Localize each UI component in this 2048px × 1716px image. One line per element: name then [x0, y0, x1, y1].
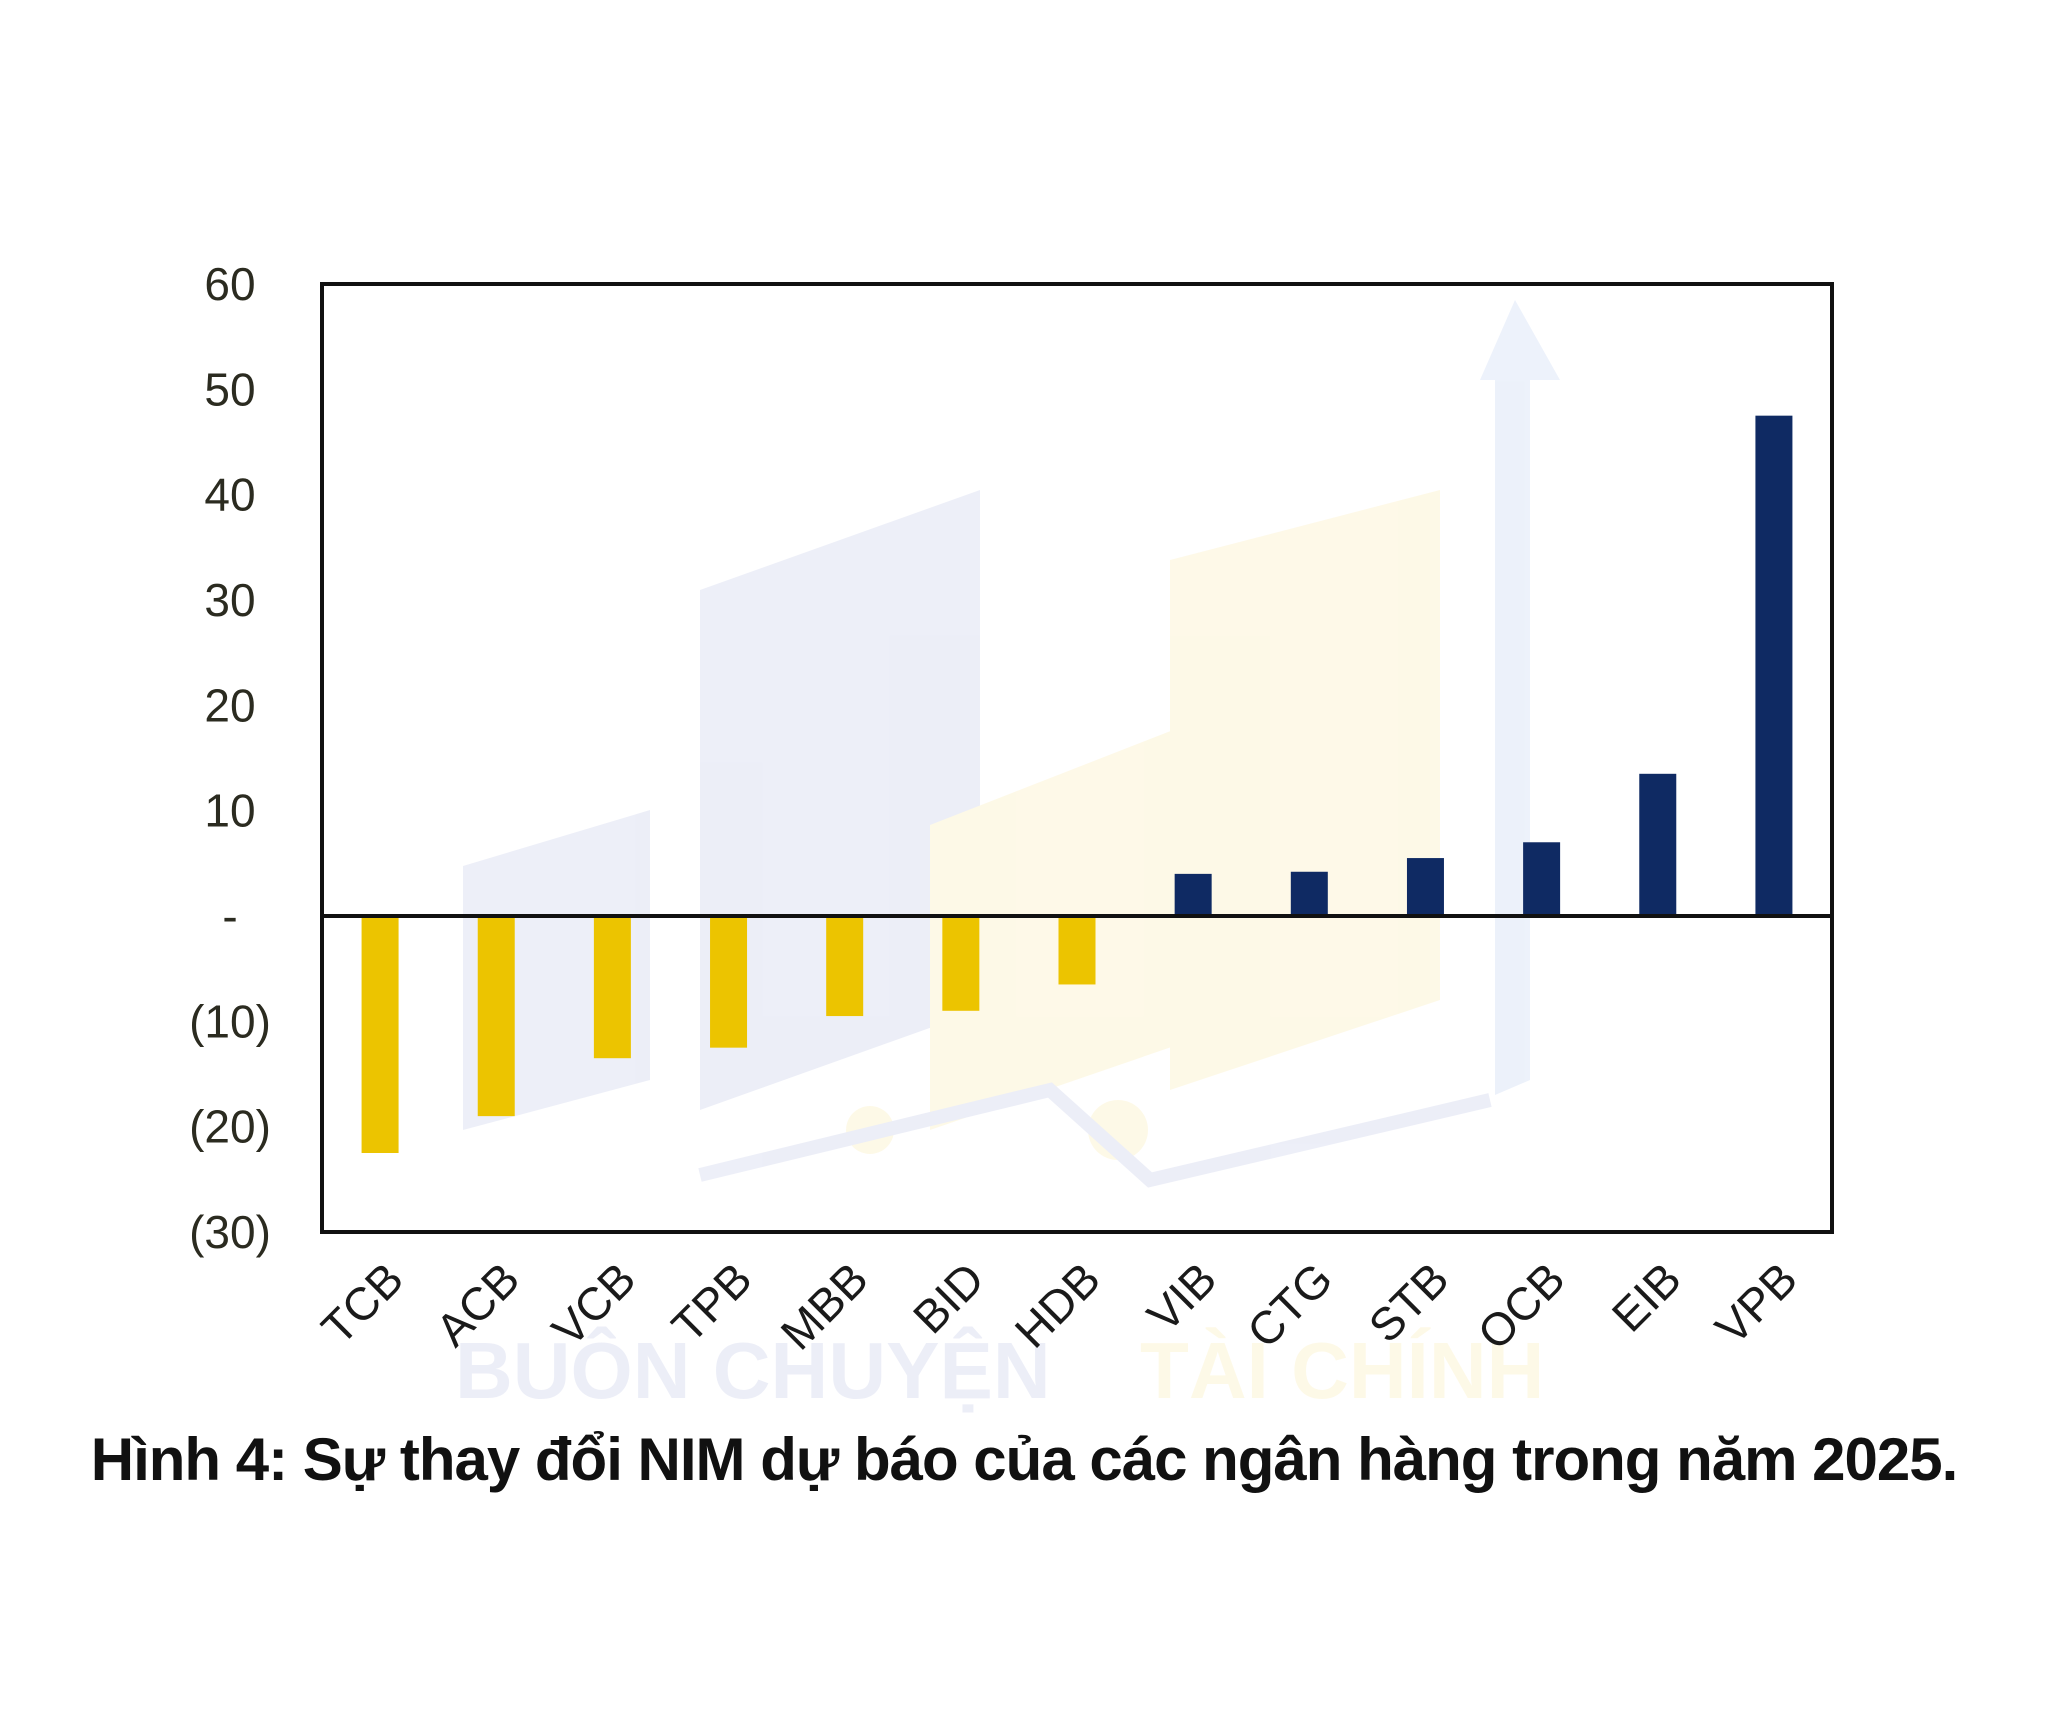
- bar-mbb: [826, 916, 864, 1017]
- y-tick-label: (20): [189, 1101, 271, 1153]
- watermark-logo: BUÔN CHUYỆN TÀI CHÍNH: [455, 300, 1560, 1415]
- x-tick-label: TCB: [311, 1252, 413, 1354]
- y-tick-label: 10: [204, 785, 255, 837]
- y-tick-label: (30): [189, 1206, 271, 1258]
- y-tick-label: (10): [189, 995, 271, 1047]
- bar-stb: [1406, 858, 1444, 916]
- watermark-text-left: BUÔN CHUYỆN: [455, 1326, 1051, 1415]
- bar-eib: [1639, 773, 1677, 916]
- bar-ctg: [1290, 871, 1328, 916]
- bar-tpb: [710, 916, 748, 1048]
- figure-caption: Hình 4: Sự thay đổi NIM dự báo của các n…: [90, 1426, 1959, 1493]
- y-tick-label: 50: [204, 363, 255, 415]
- bar-vcb: [593, 916, 631, 1059]
- bar-bid: [942, 916, 980, 1011]
- y-tick-label: 30: [204, 574, 255, 626]
- bar-vib: [1174, 873, 1212, 916]
- bars: [361, 415, 1793, 1153]
- x-tick-label: EIB: [1602, 1252, 1691, 1341]
- bar-ocb: [1523, 842, 1561, 916]
- y-tick-label: 60: [204, 258, 255, 310]
- y-tick-label: 40: [204, 469, 255, 521]
- y-tick-label: 20: [204, 679, 255, 731]
- bar-vpb: [1755, 415, 1793, 916]
- bar-acb: [477, 916, 515, 1117]
- bar-hdb: [1058, 916, 1096, 985]
- x-tick-label: VPB: [1705, 1252, 1807, 1354]
- watermark-text-right: TÀI CHÍNH: [1140, 1326, 1544, 1415]
- y-tick-label: -: [222, 890, 237, 942]
- y-axis-ticks: 60 50 40 30 20 10 - (10) (20) (30): [189, 258, 271, 1258]
- plot-area-frame: [320, 282, 1834, 1234]
- bar-tcb: [361, 916, 399, 1153]
